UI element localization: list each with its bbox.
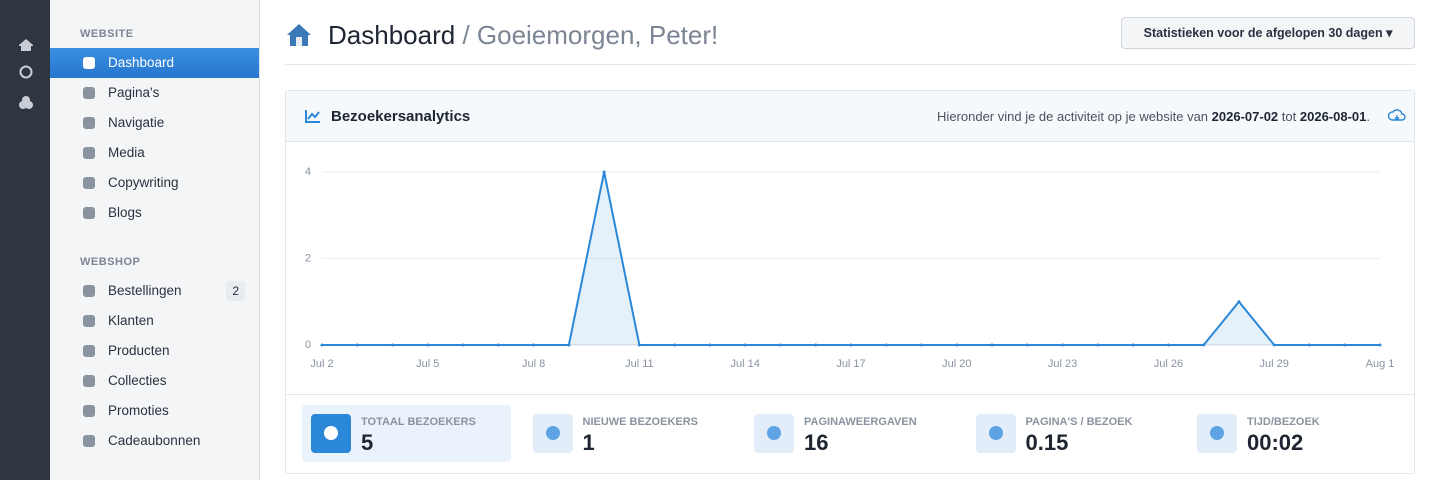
stat-icon-glyph [1210, 426, 1224, 440]
nav-item[interactable]: Klanten [50, 306, 259, 336]
nav-label: Copywriting [108, 175, 179, 190]
refresh-icon[interactable] [19, 65, 33, 79]
header-icon [287, 24, 311, 46]
nav-item[interactable]: Bestellingen 2 [50, 276, 259, 306]
desc-text: Hieronder vind je de activiteit op je we… [937, 109, 1209, 124]
nav-icon [83, 345, 95, 357]
nav-icon [83, 57, 95, 69]
home-icon[interactable] [19, 39, 33, 51]
sidebar: WEBSITE Dashboard Pagina's Navigatie Media Co… [50, 0, 260, 480]
card-header: Bezoekersanalytics Hieronder vind je de … [286, 91, 1414, 142]
desc-text: . [1366, 109, 1370, 124]
stat-label: TOTAAL BEZOEKERS [361, 416, 476, 428]
users-icon [22, 96, 30, 104]
stat-value: 16 [804, 430, 829, 455]
icon-rail [0, 0, 50, 480]
nav-item[interactable]: Copywriting [50, 168, 259, 198]
stat-value: 5 [361, 430, 374, 455]
nav-label: Bestellingen [108, 283, 182, 298]
nav-icon [83, 207, 95, 219]
nav-icon [83, 405, 95, 417]
nav-item[interactable]: Producten [50, 336, 259, 366]
nav-label: Dashboard [108, 55, 175, 70]
nav-badge: 2 [226, 281, 245, 301]
rail-icons [19, 39, 33, 109]
nav-label: Producten [108, 343, 170, 358]
nav-item[interactable]: Pagina's [50, 78, 259, 108]
stat-value: 1 [582, 430, 595, 455]
section-title: WEBSITE [80, 28, 134, 40]
nav-label: Media [108, 145, 145, 160]
nav-item[interactable]: Collecties [50, 366, 259, 396]
title: Dashboard [328, 20, 456, 50]
nav-item[interactable]: Cadeaubonnen [50, 426, 259, 456]
nav-icon [83, 435, 95, 447]
stat-icon [532, 414, 573, 453]
stat-icon [975, 414, 1016, 453]
card-title: Bezoekersanalytics [331, 108, 471, 125]
stat-card: PAGINAWEERGAVEN 16 [745, 405, 954, 462]
divider [285, 64, 1415, 65]
nav-icon [83, 375, 95, 387]
stat-icon [1197, 414, 1237, 453]
stat-card: TIJD/BEZOEK 00:02 [1188, 405, 1397, 462]
nav-item[interactable]: Media [50, 138, 259, 168]
nav-label: Navigatie [108, 115, 165, 130]
stat-label: NIEUWE BEZOEKERS [582, 416, 699, 428]
section-title: WEBSHOP [80, 256, 141, 268]
nav-item[interactable]: Navigatie [50, 108, 259, 138]
button-label: Statistieken voor de afgelopen 30 dagen [1143, 26, 1383, 40]
nav-item[interactable]: Blogs [50, 198, 259, 228]
nav-icon [83, 147, 95, 159]
nav-label: Blogs [108, 205, 142, 220]
download-icon[interactable] [1388, 109, 1406, 123]
stat-label: PAGINA'S / BEZOEK [1025, 416, 1133, 428]
divider [285, 394, 1415, 395]
stat-label: TIJD/BEZOEK [1247, 416, 1320, 428]
page-title: Dashboard / Goeiemorgen, Peter! [328, 20, 718, 51]
nav-icon [83, 285, 95, 297]
nav-icon [83, 315, 95, 327]
stat-icon-glyph [767, 426, 781, 440]
stat-card: PAGINA'S / BEZOEK 0.15 [967, 405, 1176, 462]
nav-icon [83, 117, 95, 129]
nav-icon [83, 177, 95, 189]
nav-label: Pagina's [108, 85, 160, 100]
stat-icon-glyph [545, 426, 560, 440]
period-button[interactable]: Statistieken voor de afgelopen 30 dagen … [1121, 17, 1415, 49]
stat-icon [311, 414, 351, 453]
nav-label: Promoties [108, 403, 169, 418]
stat-value: 0.15 [1025, 430, 1069, 455]
start-date: 2026-07-02 [1211, 109, 1279, 124]
end-date: 2026-08-01 [1299, 109, 1367, 124]
nav-item[interactable]: Promoties [50, 396, 259, 426]
stat-label: PAGINAWEERGAVEN [804, 416, 917, 428]
stat-icon-glyph [988, 426, 1003, 440]
desc-text: tot [1281, 109, 1297, 124]
nav-label: Cadeaubonnen [108, 433, 201, 448]
subtitle: / Goeiemorgen, Peter! [462, 20, 719, 50]
stat-icon [754, 414, 794, 453]
stat-value: 00:02 [1247, 430, 1304, 455]
nav-item[interactable]: Dashboard [50, 48, 259, 78]
analytics-card: Bezoekersanalytics Hieronder vind je de … [285, 90, 1415, 474]
stat-card: TOTAAL BEZOEKERS 5 [302, 405, 511, 462]
stat-card: NIEUWE BEZOEKERS 1 [524, 405, 733, 462]
stat-icon-glyph [324, 426, 338, 440]
chart-icon [305, 110, 320, 123]
card-description: Hieronder vind je de activiteit op je we… [937, 109, 1370, 124]
nav-icon [83, 87, 95, 99]
nav-label: Klanten [108, 313, 154, 328]
nav-label: Collecties [108, 373, 167, 388]
